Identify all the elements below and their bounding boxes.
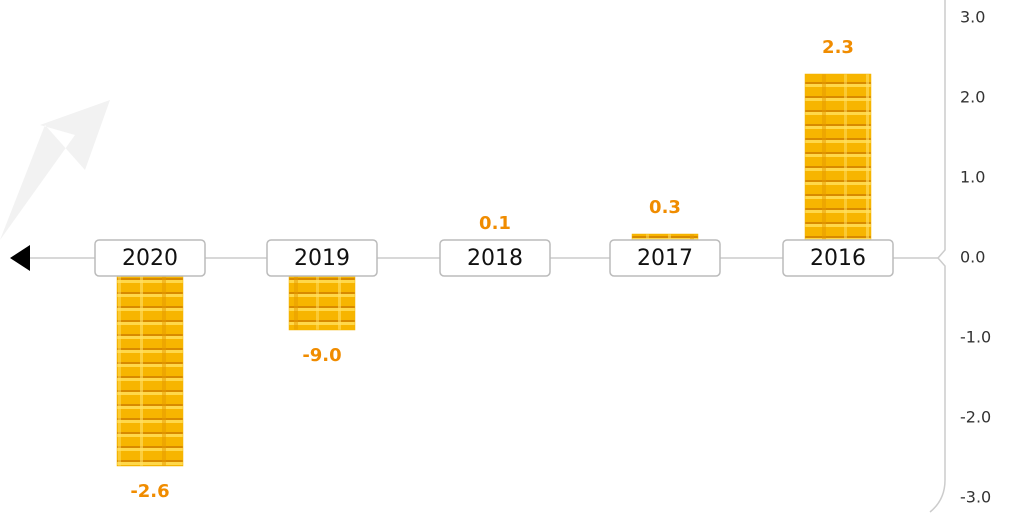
coin-stack (804, 73, 872, 259)
category-box (439, 239, 551, 277)
value-label: -2.6 (130, 481, 169, 502)
value-label: 0.1 (479, 213, 511, 234)
category-box (94, 239, 206, 277)
x-tick-label: 2016 (810, 246, 866, 271)
axis-arrow (10, 245, 30, 271)
category-box (609, 239, 721, 277)
value-label: 0.3 (649, 197, 681, 218)
decor-arrow (0, 100, 110, 240)
value-label: -9.0 (302, 345, 341, 366)
y-axis (929, 0, 946, 513)
category-box (782, 239, 894, 277)
y-tick-label: -1.0 (960, 328, 991, 347)
value-label: 2.3 (822, 37, 854, 58)
y-tick-label: 3.0 (960, 8, 985, 27)
x-tick-label: 2017 (637, 246, 693, 271)
y-tick-label: 2.0 (960, 88, 985, 107)
y-tick-label: -3.0 (960, 488, 991, 507)
y-tick-label: -2.0 (960, 408, 991, 427)
x-tick-label: 2020 (122, 246, 178, 271)
y-tick-label: 1.0 (960, 168, 985, 187)
x-tick-label: 2018 (467, 246, 523, 271)
coin-stack (116, 257, 184, 467)
y-tick-label: 0.0 (960, 248, 985, 267)
x-tick-label: 2019 (294, 246, 350, 271)
category-box (266, 239, 378, 277)
